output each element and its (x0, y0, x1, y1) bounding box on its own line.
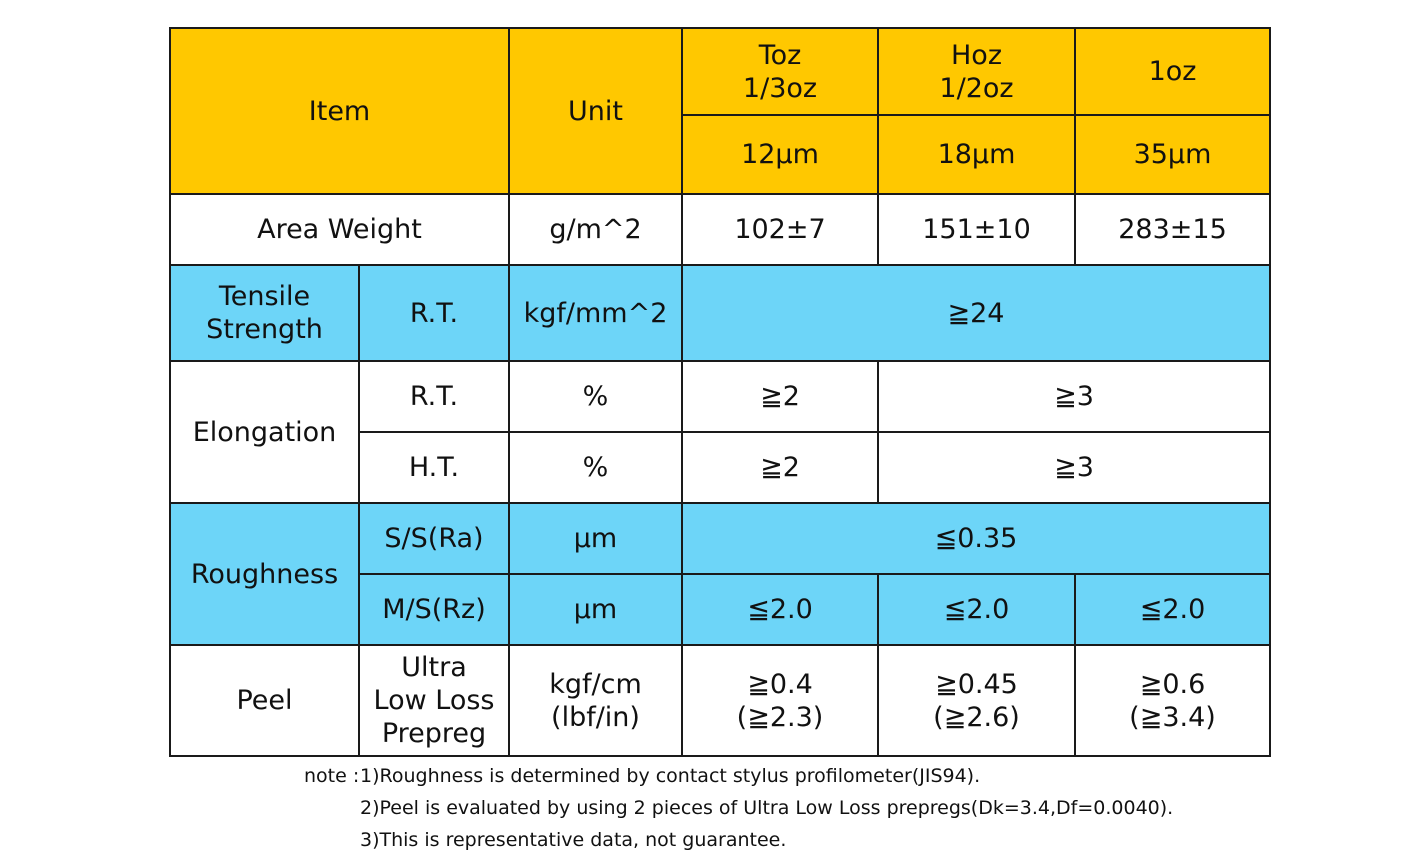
thickness-35: 35μm (1074, 114, 1271, 195)
area-weight-unit: g/m^2 (508, 193, 683, 266)
tensile-unit: kgf/mm^2 (508, 264, 683, 362)
peel-v2: ≧0.45 (≧2.6) (877, 644, 1076, 757)
spec-table: Item Unit Toz 1/3oz Hoz 1/2oz 1oz 12μm 1… (169, 27, 1271, 757)
thickness-18: 18μm (877, 114, 1076, 195)
elongation-rt-cond: R.T. (358, 360, 510, 433)
roughness-label: Roughness (169, 502, 360, 646)
note-2-text: 2)Peel is evaluated by using 2 pieces of… (360, 797, 1174, 819)
header-1oz: 1oz (1074, 27, 1271, 116)
row-elongation-rt: Elongation R.T. % ≧2 ≧3 (169, 360, 1271, 504)
elongation-label: Elongation (169, 360, 360, 504)
header-hoz: Hoz 1/2oz (877, 27, 1076, 116)
elongation-rt-unit: % (508, 360, 683, 433)
roughness-ms-cond: M/S(Rz) (358, 573, 510, 646)
roughness-ms-unit: μm (508, 573, 683, 646)
header-toz: Toz 1/3oz (681, 27, 879, 116)
peel-cond: Ultra Low Loss Prepreg (358, 644, 510, 757)
roughness-ms-v2: ≦2.0 (877, 573, 1076, 646)
note-1: note : 1)Roughness is determined by cont… (304, 760, 1173, 792)
header-item: Item (169, 27, 510, 195)
row-peel: Peel Ultra Low Loss Prepreg kgf/cm (lbf/… (169, 644, 1271, 757)
header-row-2: 12μm 18μm 35μm (170, 114, 1271, 195)
area-weight-label: Area Weight (169, 193, 510, 266)
header-row-1: Item Unit Toz 1/3oz Hoz 1/2oz 1oz (169, 27, 1271, 195)
note-3: 3)This is representative data, not guara… (304, 824, 1173, 856)
tensile-label: Tensile Strength (169, 264, 360, 362)
peel-unit: kgf/cm (lbf/in) (508, 644, 683, 757)
roughness-ss-value: ≦0.35 (681, 502, 1271, 575)
note-1-text: 1)Roughness is determined by contact sty… (360, 765, 981, 787)
peel-v1: ≧0.4 (≧2.3) (681, 644, 879, 757)
peel-label: Peel (169, 644, 360, 757)
tensile-cond: R.T. (358, 264, 510, 362)
elongation-ht-v1: ≧2 (681, 431, 879, 504)
note-3-text: 3)This is representative data, not guara… (360, 829, 787, 851)
roughness-ms-v3: ≦2.0 (1074, 573, 1271, 646)
thickness-12: 12μm (681, 114, 879, 195)
area-weight-v1: 102±7 (681, 193, 879, 266)
row-tensile: Tensile Strength R.T. kgf/mm^2 ≧24 (169, 264, 1271, 362)
elongation-rt-v23: ≧3 (877, 360, 1271, 433)
row-roughness-ss: Roughness S/S(Ra) μm ≦0.35 (169, 502, 1271, 646)
elongation-ht-v23: ≧3 (877, 431, 1271, 504)
elongation-ht-cond: H.T. (358, 431, 510, 504)
elongation-rt-v1: ≧2 (681, 360, 879, 433)
row-area-weight: Area Weight g/m^2 102±7 151±10 283±15 (169, 193, 1271, 266)
notes: note : 1)Roughness is determined by cont… (304, 760, 1173, 856)
peel-v3: ≧0.6 (≧3.4) (1074, 644, 1271, 757)
row-roughness-ms: M/S(Rz) μm ≦2.0 ≦2.0 ≦2.0 (170, 573, 1271, 646)
header-unit: Unit (508, 27, 683, 195)
note-label: note : (304, 765, 360, 787)
note-2: 2)Peel is evaluated by using 2 pieces of… (304, 792, 1173, 824)
row-elongation-ht: H.T. % ≧2 ≧3 (170, 431, 1271, 504)
tensile-value: ≧24 (681, 264, 1271, 362)
elongation-ht-unit: % (508, 431, 683, 504)
roughness-ss-unit: μm (508, 502, 683, 575)
roughness-ms-v1: ≦2.0 (681, 573, 879, 646)
area-weight-v2: 151±10 (877, 193, 1076, 266)
area-weight-v3: 283±15 (1074, 193, 1271, 266)
roughness-ss-cond: S/S(Ra) (358, 502, 510, 575)
